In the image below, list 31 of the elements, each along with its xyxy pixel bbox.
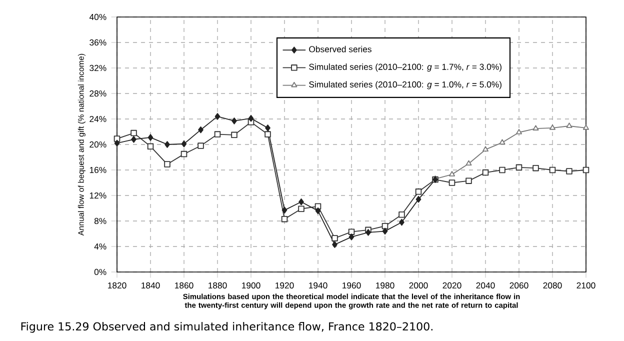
y-tick-label: 24% xyxy=(90,116,106,122)
x-tick-label: 1960 xyxy=(342,282,361,289)
legend-label: Simulated series (2010–2100: g = 1.7%, r = 3.0%) xyxy=(309,64,502,72)
x-tick-label: 2040 xyxy=(476,282,495,289)
y-tick-label: 0% xyxy=(94,268,106,276)
y-axis-title: Annual flow of bequest and gift (% national income) xyxy=(78,54,86,236)
x-tick-label: 1860 xyxy=(175,282,194,289)
x-tick-label: 1900 xyxy=(242,282,260,289)
y-tick-label: 8% xyxy=(94,218,106,224)
y-tick-label: 16% xyxy=(90,166,106,174)
x-tick-label: 1880 xyxy=(208,282,227,289)
y-tick-label: 4% xyxy=(94,243,106,250)
x-tick-label: 1940 xyxy=(309,282,328,289)
x-tick-label: 1920 xyxy=(276,282,294,289)
y-tick-label: 36% xyxy=(90,39,106,46)
x-tick-label: 2000 xyxy=(409,282,428,289)
x-tick-label: 2020 xyxy=(442,282,462,289)
x-tick-label: 2100 xyxy=(576,282,596,289)
x-tick-label: 1840 xyxy=(142,282,160,289)
text: Figure 15.29 Observed and simulated inheritance flow, France 1820–2100. xyxy=(21,322,432,333)
legend-label: Observed series xyxy=(309,46,372,52)
x-tick-label: 2080 xyxy=(543,282,562,289)
x-tick-label: 1980 xyxy=(376,282,394,289)
legend-label: Simulated series (2010–2100: g = 1.0%, r = 5.0%) xyxy=(309,81,502,90)
y-tick-label: 40% xyxy=(89,14,106,20)
x-tick-label: 1820 xyxy=(108,282,126,289)
x-tick-label: 2060 xyxy=(510,282,528,289)
y-tick-label: 12% xyxy=(90,192,106,199)
y-tick-label: 28% xyxy=(90,90,106,97)
y-tick-label: 20% xyxy=(90,141,106,148)
y-tick-label: 32% xyxy=(90,64,106,72)
